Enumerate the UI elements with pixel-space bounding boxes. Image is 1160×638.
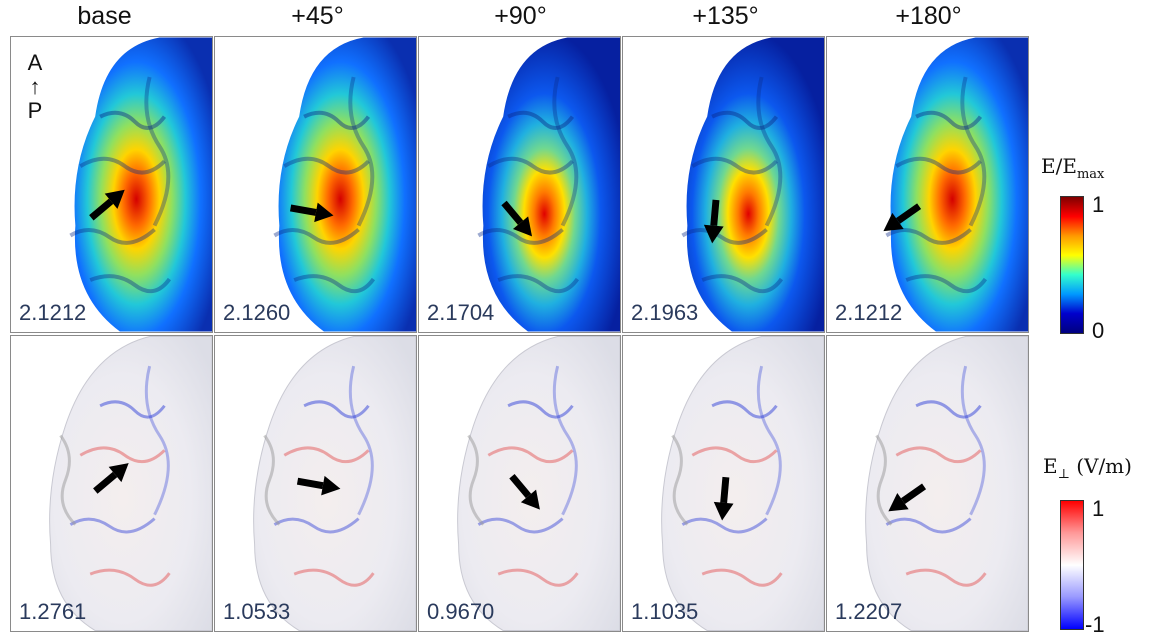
column-header-90: +90° bbox=[494, 2, 547, 30]
colorbar-bottom bbox=[1060, 500, 1084, 630]
brain-normal-field bbox=[11, 336, 212, 631]
panel-value: 1.2761 bbox=[19, 599, 87, 624]
panel-value: 2.1704 bbox=[427, 300, 495, 325]
panel-value: 2.1963 bbox=[631, 300, 699, 325]
brain-heatmap bbox=[877, 37, 1028, 332]
panel-row1-180: 2.1212 bbox=[826, 36, 1029, 333]
brain-normal-field bbox=[215, 336, 416, 631]
panel-value: 0.9670 bbox=[427, 599, 495, 624]
panel-value: 1.1035 bbox=[631, 599, 699, 624]
panel-row1-135: 2.1963 bbox=[622, 36, 825, 333]
panel-row2-180: 1.2207 bbox=[826, 335, 1029, 632]
panel-row1-base: A ↑ P 2.1212 bbox=[10, 36, 213, 333]
column-header-135: +135° bbox=[692, 2, 759, 30]
brain-panel-grid: A ↑ P 2.1212 2.1260 2.1704 2.1963 2.1212… bbox=[10, 36, 1029, 632]
column-header-180: +180° bbox=[895, 2, 962, 30]
panel-value: 2.1260 bbox=[223, 300, 291, 325]
panel-value: 2.1212 bbox=[835, 300, 903, 325]
brain-heatmap bbox=[419, 37, 620, 332]
brain-heatmap bbox=[215, 37, 416, 332]
panel-value: 2.1212 bbox=[19, 300, 87, 325]
panel-value: 1.2207 bbox=[835, 599, 903, 624]
colorbar-top-label: E/Emax bbox=[1041, 154, 1105, 182]
brain-normal-field bbox=[623, 336, 824, 631]
panel-row1-45: 2.1260 bbox=[214, 36, 417, 333]
column-header-base: base bbox=[77, 2, 132, 30]
colorbar-top-min: 0 bbox=[1092, 318, 1105, 343]
orientation-marker: A ↑ P bbox=[27, 50, 43, 123]
brain-normal-field bbox=[827, 336, 1028, 631]
panel-row2-135: 1.1035 bbox=[622, 335, 825, 632]
colorbar-top-max: 1 bbox=[1092, 192, 1105, 217]
colorbar-bottom-max: 1 bbox=[1092, 496, 1105, 521]
panel-row2-base: 1.2761 bbox=[10, 335, 213, 632]
panel-row2-45: 1.0533 bbox=[214, 335, 417, 632]
panel-row2-90: 0.9670 bbox=[418, 335, 621, 632]
column-header-45: +45° bbox=[291, 2, 344, 30]
brain-normal-field bbox=[419, 336, 620, 631]
colorbar-bottom-label: E⊥ (V/m) bbox=[1043, 454, 1132, 482]
colorbar-top bbox=[1060, 196, 1084, 334]
panel-value: 1.0533 bbox=[223, 599, 291, 624]
panel-row1-90: 2.1704 bbox=[418, 36, 621, 333]
colorbar-bottom-min: -1 bbox=[1085, 612, 1105, 637]
brain-heatmap bbox=[623, 37, 824, 332]
